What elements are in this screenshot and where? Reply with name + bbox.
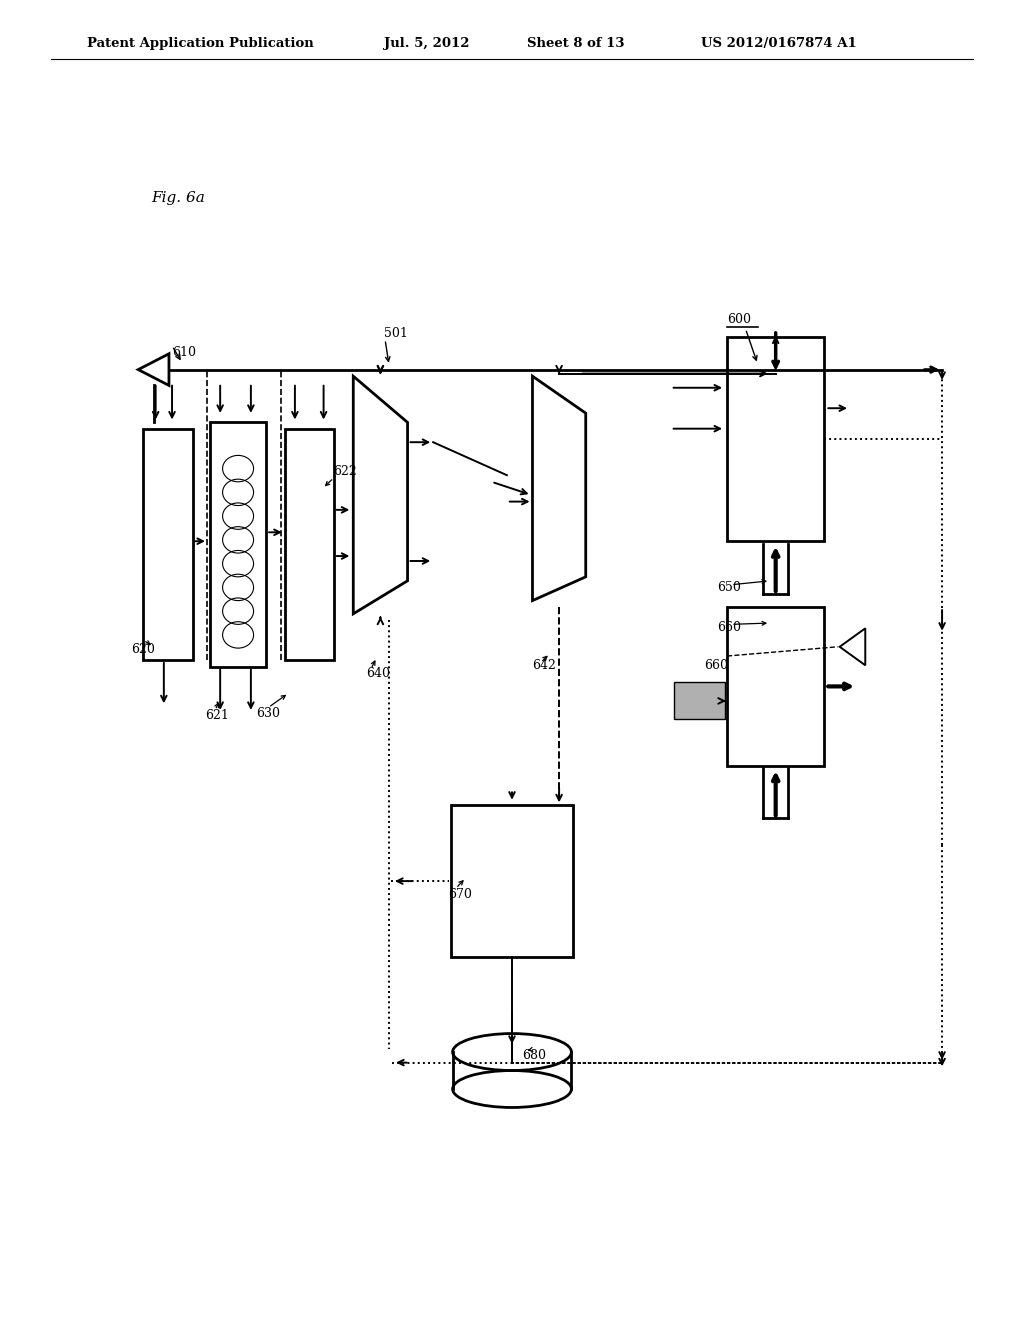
Bar [451,805,573,957]
Bar [285,429,334,660]
Bar [674,682,725,719]
Text: 680: 680 [522,1048,546,1061]
Text: Jul. 5, 2012: Jul. 5, 2012 [384,37,469,50]
Bar [143,429,193,660]
Text: 670: 670 [449,887,472,900]
Text: 600: 600 [727,313,751,326]
Text: Patent Application Publication: Patent Application Publication [87,37,313,50]
Text: 640: 640 [367,667,390,680]
Text: 660: 660 [717,620,740,634]
Text: 660: 660 [705,659,728,672]
Bar [210,422,266,667]
Text: 622: 622 [333,465,356,478]
Text: 650: 650 [717,581,740,594]
Text: 621: 621 [205,709,228,722]
Text: 620: 620 [131,643,155,656]
Text: 630: 630 [256,706,280,719]
Text: Sheet 8 of 13: Sheet 8 of 13 [527,37,625,50]
Text: 501: 501 [384,326,408,339]
Bar [727,607,824,766]
Text: US 2012/0167874 A1: US 2012/0167874 A1 [701,37,857,50]
Bar [727,337,824,541]
Text: Fig. 6a: Fig. 6a [152,191,206,206]
Text: 610: 610 [172,346,196,359]
Text: 642: 642 [532,659,556,672]
